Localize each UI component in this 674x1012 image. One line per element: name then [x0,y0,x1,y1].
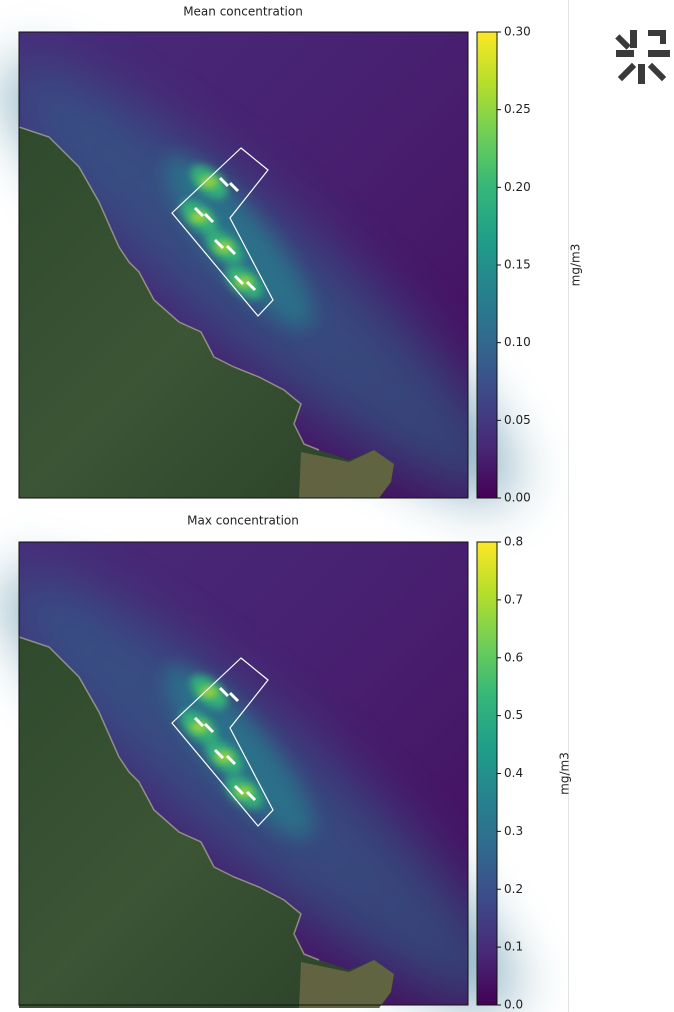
colorbar [477,32,497,498]
page: Mean concentration 0.00 0.05 0.10 0.15 0.20 0.… [0,0,674,1012]
colorbar-tick-label: 0.25 [504,102,531,116]
colorbar-tick-label: 0.15 [504,258,531,272]
app-icon [615,30,670,86]
chart-title: Max concentration [187,514,299,528]
colorbar-tick-label: 0.0 [504,998,523,1012]
colorbar-label: mg/m3 [569,244,583,287]
colorbar-tick-label: 0.10 [504,335,531,349]
colorbar [477,542,497,1005]
colorbar-tick-label: 0.4 [504,766,523,780]
chart-title: Mean concentration [183,5,303,19]
colorbar-tick-label: 0.2 [504,882,523,896]
colorbar-tick-label: 0.05 [504,413,531,427]
heatmap [0,526,557,1012]
colorbar-tick-label: 0.8 [504,535,523,549]
colorbar-tick-label: 0.1 [504,940,523,954]
colorbar-label: mg/m3 [558,752,572,795]
heatmap [0,16,557,547]
colorbar-tick-label: 0.5 [504,708,523,722]
colorbar-tick-label: 0.30 [504,25,531,39]
colorbar-tick-label: 0.00 [504,491,531,505]
figure: Mean concentration 0.00 0.05 0.10 0.15 0.20 0.… [0,0,674,1012]
colorbar-tick-label: 0.7 [504,592,523,606]
colorbar-tick-label: 0.6 [504,650,523,664]
colorbar-tick-label: 0.20 [504,180,531,194]
colorbar-tick-label: 0.3 [504,824,523,838]
